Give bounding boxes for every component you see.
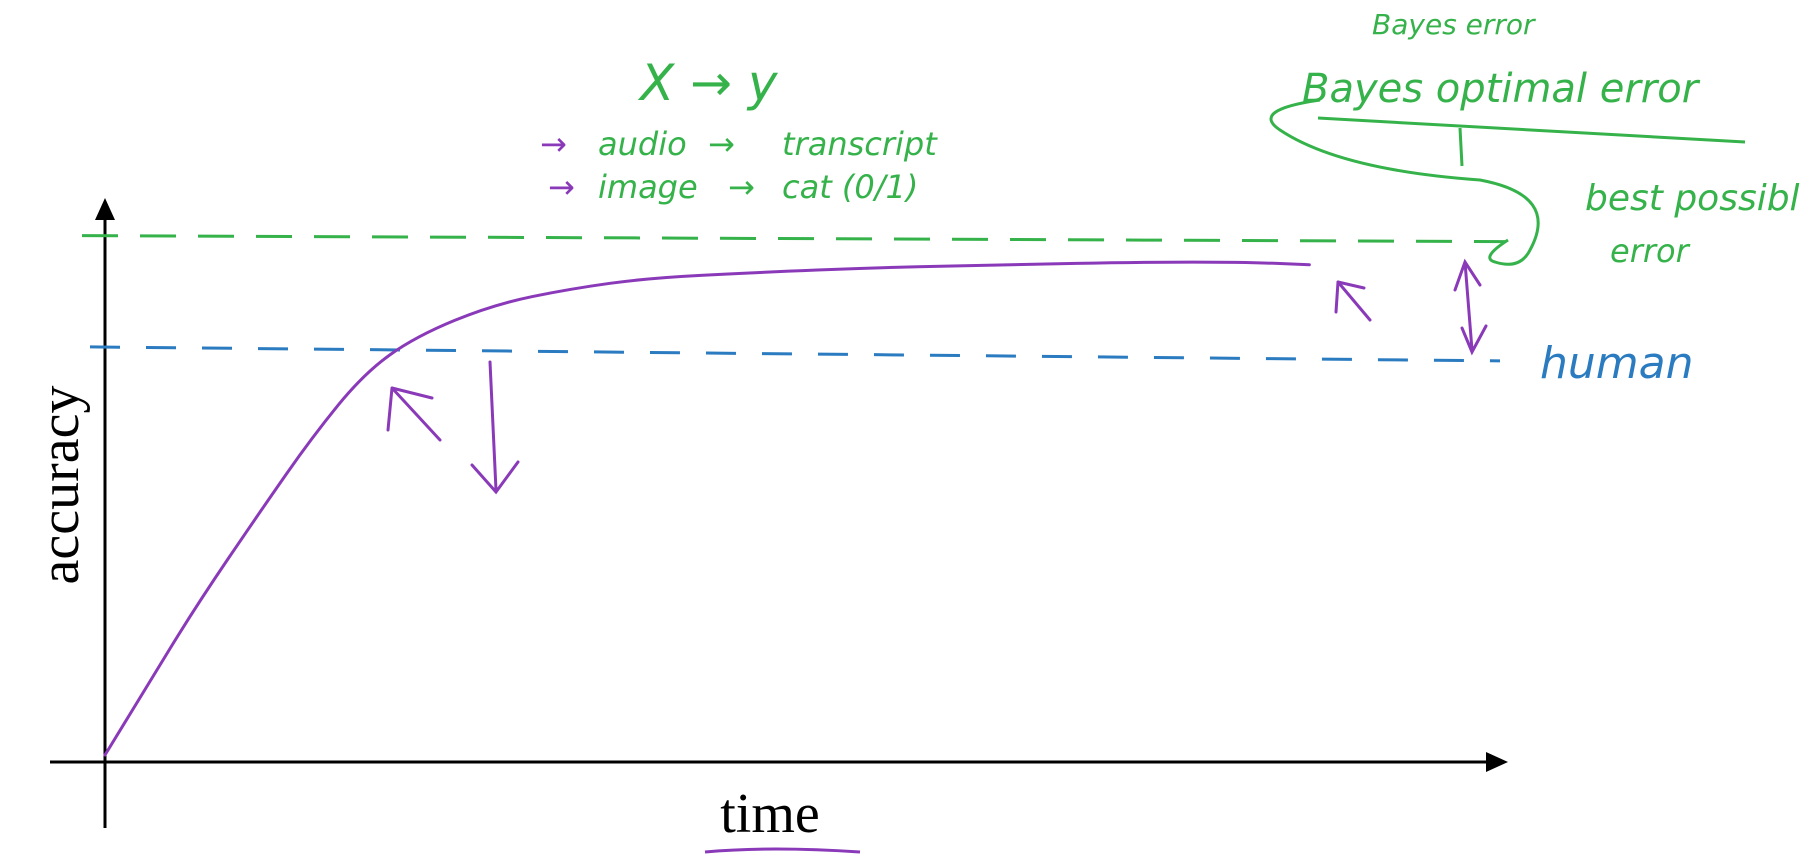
annotation-xy: X → y [637, 54, 779, 112]
human-level-line [89, 345, 1501, 363]
annotation-best-possible: best possible [1585, 178, 1801, 219]
annotation-human: human [1540, 338, 1693, 389]
annotation-ex1-to: transcript [782, 125, 938, 163]
arrow-down-icon [470, 360, 520, 495]
annotation-bayes-main: Bayes optimal error [1302, 66, 1701, 112]
annotation-ex2-arrow: → [548, 168, 575, 206]
bayes-tick [1458, 127, 1464, 167]
y-axis-label: accuracy [29, 386, 91, 585]
series-line-accuracy [103, 260, 1311, 757]
bayes-brace [1269, 98, 1540, 266]
annotation-ex1-from: audio [598, 125, 687, 163]
annotation-ex1-arrow: → [540, 125, 567, 163]
arrow-up-left-small-icon [1334, 280, 1372, 322]
x-axis-arrowhead [1486, 752, 1508, 772]
arrow-up-left-icon [386, 386, 442, 442]
annotation-ex1-mid: → [708, 125, 735, 163]
x-label-underline [704, 847, 861, 854]
annotation-best-error: error [1610, 232, 1691, 270]
y-axis-arrowhead [95, 198, 115, 220]
annotation-bayes-small: Bayes error [1372, 8, 1536, 41]
annotation-ex2-from: image [598, 168, 698, 206]
bayes-error-line [81, 234, 1506, 244]
annotation-ex2-to: cat (0/1) [782, 168, 918, 206]
double-arrow-icon [1453, 258, 1488, 356]
x-axis-label: time [720, 783, 820, 845]
annotation-ex2-mid: → [728, 168, 755, 206]
bayes-underline [1317, 116, 1746, 144]
